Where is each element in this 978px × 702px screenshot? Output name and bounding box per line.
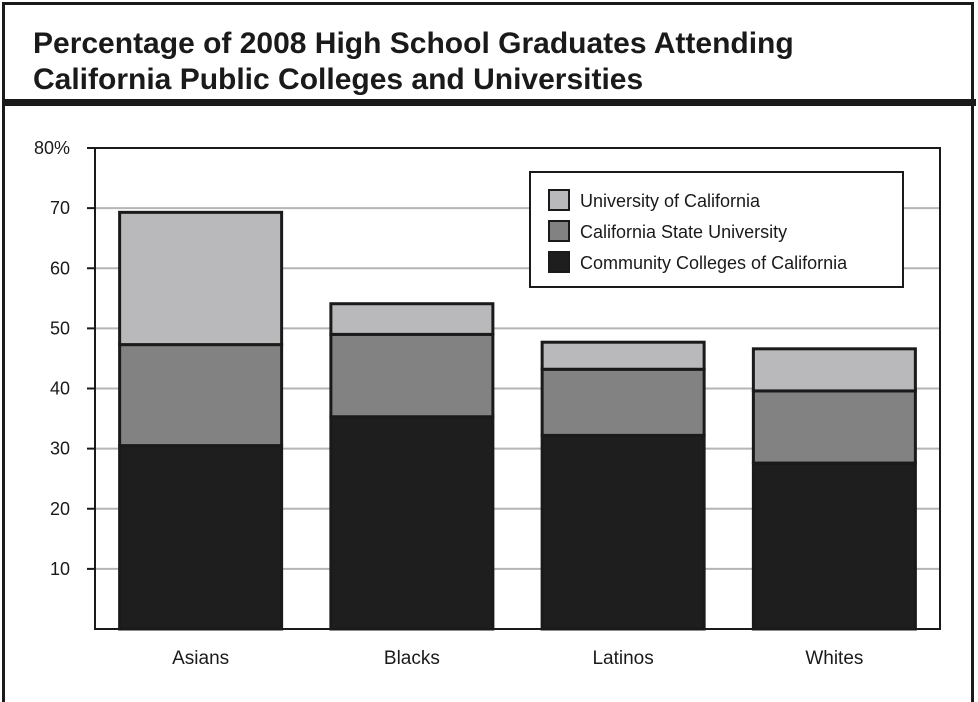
y-tick-label: 40 [50, 379, 70, 399]
y-tick-label: 20 [50, 499, 70, 519]
chart-title-line-2: California Public Colleges and Universit… [33, 63, 644, 96]
chart-title: Percentage of 2008 High School Graduates… [33, 26, 794, 98]
x-tick-label: Blacks [384, 648, 440, 669]
y-tick-label: 60 [50, 258, 70, 278]
chart-title-line-1: Percentage of 2008 High School Graduates… [33, 27, 794, 60]
bar-blacks-community-colleges-of-california [329, 415, 495, 631]
bar-asians-university-of-california [118, 210, 284, 347]
legend: University of California California State… [529, 171, 904, 288]
y-axis: 10 20 30 40 50 60 70 80% [34, 138, 95, 579]
y-tick-label: 70 [50, 198, 70, 218]
bar-latinos-university-of-california [540, 340, 706, 371]
x-axis: Asians Blacks Latinos Whites [172, 648, 863, 669]
x-tick-label: Asians [172, 648, 229, 669]
y-tick-label: 30 [50, 439, 70, 459]
bar-blacks-university-of-california [329, 302, 495, 336]
bar-asians-california-state-university [118, 343, 284, 448]
y-tick-label: 50 [50, 318, 70, 338]
legend-swatch-california-state-university [548, 220, 570, 242]
y-tick-label: 80% [34, 138, 70, 158]
bar-whites-community-colleges-of-california [751, 461, 917, 631]
bar-asians-community-colleges-of-california [118, 444, 284, 631]
bar-whites-california-state-university [751, 389, 917, 465]
legend-label-community-colleges-of-california: Community Colleges of California [580, 253, 848, 273]
legend-label-california-state-university: California State University [580, 222, 787, 242]
bar-blacks-california-state-university [329, 332, 495, 419]
y-tick-label: 10 [50, 559, 70, 579]
x-tick-label: Whites [805, 648, 863, 669]
title-divider [2, 99, 976, 106]
legend-box [529, 171, 904, 288]
bar-whites-university-of-california [751, 347, 917, 393]
legend-swatch-university-of-california [548, 189, 570, 211]
bars [118, 210, 917, 631]
x-tick-label: Latinos [592, 648, 653, 669]
legend-swatch-community-colleges-of-california [548, 251, 570, 273]
bar-latinos-california-state-university [540, 367, 706, 437]
legend-label-university-of-california: University of California [580, 191, 761, 211]
bar-latinos-community-colleges-of-california [540, 433, 706, 631]
